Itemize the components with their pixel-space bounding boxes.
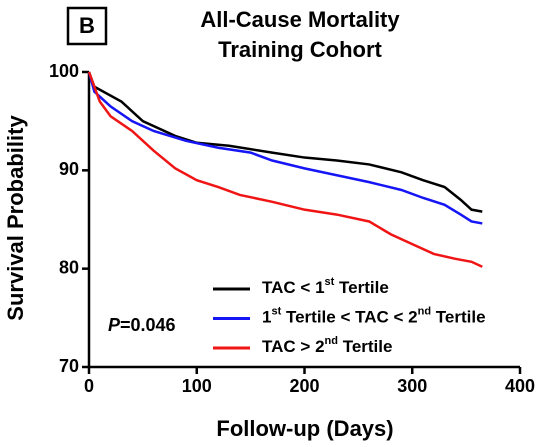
survival-curve <box>87 71 483 225</box>
x-tick-label: 0 <box>84 376 94 396</box>
x-tick-label: 300 <box>397 376 427 396</box>
y-tick-label: 90 <box>59 159 79 179</box>
x-tick-label: 400 <box>505 376 535 396</box>
legend-label: 1st Tertile < TAC < 2nd Tertile <box>262 305 486 327</box>
panel-label: B <box>79 13 95 38</box>
survival-curve <box>87 71 483 213</box>
x-tick-label: 200 <box>289 376 319 396</box>
survival-curve <box>87 71 483 268</box>
y-tick-label: 70 <box>59 356 79 376</box>
legend-label: TAC > 2nd Tertile <box>262 335 392 357</box>
y-axis-label: Survival Probability <box>3 115 28 321</box>
y-tick-label: 80 <box>59 257 79 277</box>
legend-label: TAC < 1st Tertile <box>262 276 389 298</box>
p-value: P=0.046 <box>108 315 176 335</box>
x-tick-label: 100 <box>182 376 212 396</box>
panel-box <box>66 6 108 46</box>
x-axis-label: Follow-up (Days) <box>216 416 393 441</box>
chart-title: All-Cause Mortality <box>200 7 400 32</box>
chart-subtitle: Training Cohort <box>218 37 382 62</box>
y-tick-label: 100 <box>49 61 79 81</box>
